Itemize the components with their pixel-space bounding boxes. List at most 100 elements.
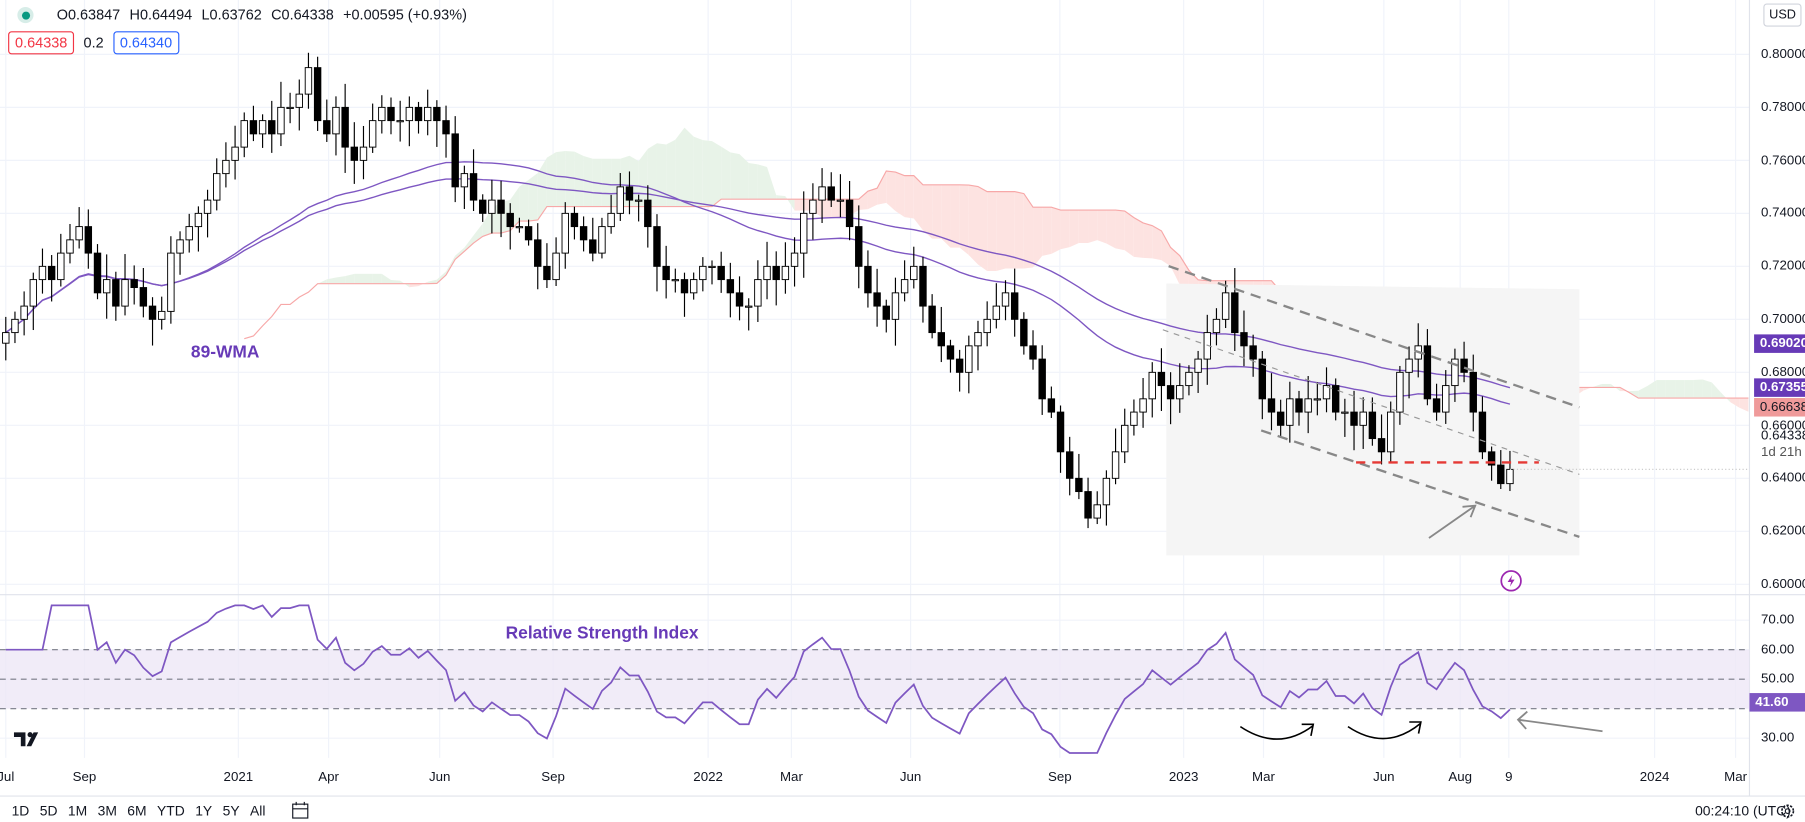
candle xyxy=(873,292,881,307)
ichimoku-cloud-segment xyxy=(950,184,960,248)
ichimoku-cloud-segment xyxy=(730,152,740,200)
candle xyxy=(1020,318,1028,347)
ichimoku-cloud-segment xyxy=(418,281,428,287)
rsi-curve-arrow-2 xyxy=(1347,721,1422,740)
range-button-5d[interactable]: 5D xyxy=(39,802,58,820)
ichimoku-cloud-segment xyxy=(904,175,914,219)
buy-button[interactable]: 0.64340 xyxy=(112,31,180,55)
ichimoku-cloud-segment xyxy=(482,207,492,237)
ichimoku-cloud-segment xyxy=(656,143,667,207)
ichimoku-cloud-segment xyxy=(1656,380,1666,399)
range-button-all[interactable]: All xyxy=(250,802,266,820)
range-toolbar: 1D 5D 1M 3M 6M YTD 1Y 5Y All xyxy=(12,803,276,819)
high-value: H0.64494 xyxy=(129,6,193,24)
ichimoku-cloud-segment xyxy=(1730,398,1740,408)
range-button-1y[interactable]: 1Y xyxy=(195,802,213,820)
ichimoku-cloud-segment xyxy=(473,223,483,244)
candle xyxy=(47,265,56,281)
ichimoku-cloud-segment xyxy=(354,273,364,284)
ichimoku-cloud-segment xyxy=(1051,207,1061,254)
range-button-ytd[interactable]: YTD xyxy=(157,802,185,820)
ichimoku-cloud-segment xyxy=(1033,207,1043,268)
time-tick: Jul xyxy=(0,770,15,785)
calendar-icon[interactable] xyxy=(290,801,311,822)
candle xyxy=(112,279,120,307)
ichimoku-cloud-segment xyxy=(1711,382,1721,399)
clock-timezone[interactable]: 00:24:10 (UTC) xyxy=(1695,802,1791,820)
range-button-6m[interactable]: 6M xyxy=(127,802,147,820)
candle xyxy=(231,146,239,161)
candle xyxy=(845,199,854,228)
candle xyxy=(754,279,762,307)
sell-button[interactable]: 0.64338 xyxy=(8,31,75,55)
candle xyxy=(1047,398,1056,413)
ichimoku-cloud-segment xyxy=(1124,211,1134,257)
candle xyxy=(1286,398,1294,426)
candle xyxy=(1084,491,1092,519)
ichimoku-cloud-segment xyxy=(1693,379,1703,399)
ichimoku-cloud-segment xyxy=(363,273,373,284)
candle xyxy=(625,186,634,201)
candle xyxy=(75,226,83,241)
candle xyxy=(304,67,313,95)
settings-icon[interactable] xyxy=(1780,803,1796,819)
candle xyxy=(763,265,771,281)
wma89-badge: 0.69020 xyxy=(1754,334,1805,353)
candle xyxy=(928,305,936,334)
candle xyxy=(717,265,725,281)
ichimoku-cloud-segment xyxy=(1592,383,1602,388)
candle xyxy=(965,345,973,373)
time-tick: Aug xyxy=(1448,770,1473,785)
range-button-1d[interactable]: 1D xyxy=(11,802,30,820)
candle xyxy=(1010,292,1019,320)
candle xyxy=(552,252,560,281)
candle xyxy=(864,265,872,294)
ichimoku-cloud-segment xyxy=(427,279,437,284)
ichimoku-cloud-segment xyxy=(702,140,713,207)
candle xyxy=(203,199,212,214)
candle xyxy=(946,345,955,360)
currency-button[interactable]: USD xyxy=(1763,3,1802,27)
candle xyxy=(396,120,404,123)
candle xyxy=(1331,385,1340,413)
candle xyxy=(891,292,900,320)
candle xyxy=(240,120,248,148)
time-tick: 2021 xyxy=(223,770,254,785)
range-button-5y[interactable]: 5Y xyxy=(222,802,240,820)
candle xyxy=(158,310,166,320)
candle xyxy=(1497,464,1505,485)
ichimoku-cloud-segment xyxy=(794,199,804,211)
last-price-label: 0.64338 xyxy=(1761,429,1805,444)
candle xyxy=(359,146,368,161)
channel-upper-line xyxy=(1168,265,1580,409)
candle xyxy=(800,212,808,254)
candle xyxy=(1166,385,1175,400)
candle xyxy=(781,265,790,281)
rsi-curve-arrow-1 xyxy=(1239,723,1315,740)
rsi-tick: 60.00 xyxy=(1761,642,1795,657)
cloud-badge: 0.66638 xyxy=(1754,398,1805,417)
tradingview-logo xyxy=(13,732,39,747)
ichimoku-cloud-segment xyxy=(464,235,474,252)
candle xyxy=(1066,451,1074,479)
lightning-icon[interactable] xyxy=(1500,569,1523,592)
ichimoku-cloud-segment xyxy=(565,150,575,207)
ichimoku-cloud-segment xyxy=(1583,387,1593,391)
candle xyxy=(1451,358,1459,387)
range-button-1m[interactable]: 1M xyxy=(67,802,88,820)
candle xyxy=(387,106,395,122)
candle xyxy=(937,332,946,347)
candle xyxy=(1231,292,1239,334)
market-status-icon xyxy=(17,6,34,24)
candle xyxy=(313,67,322,122)
candle xyxy=(1469,371,1477,413)
ichimoku-cloud-segment xyxy=(638,148,648,207)
rsi-line xyxy=(5,604,1511,754)
ichimoku-cloud-segment xyxy=(1042,207,1052,256)
ichimoku-cloud-segment xyxy=(913,175,923,231)
ichimoku-cloud-segment xyxy=(546,152,557,207)
candle xyxy=(1396,371,1404,413)
range-button-3m[interactable]: 3M xyxy=(97,802,117,820)
ichimoku-cloud-segment xyxy=(1133,217,1144,258)
